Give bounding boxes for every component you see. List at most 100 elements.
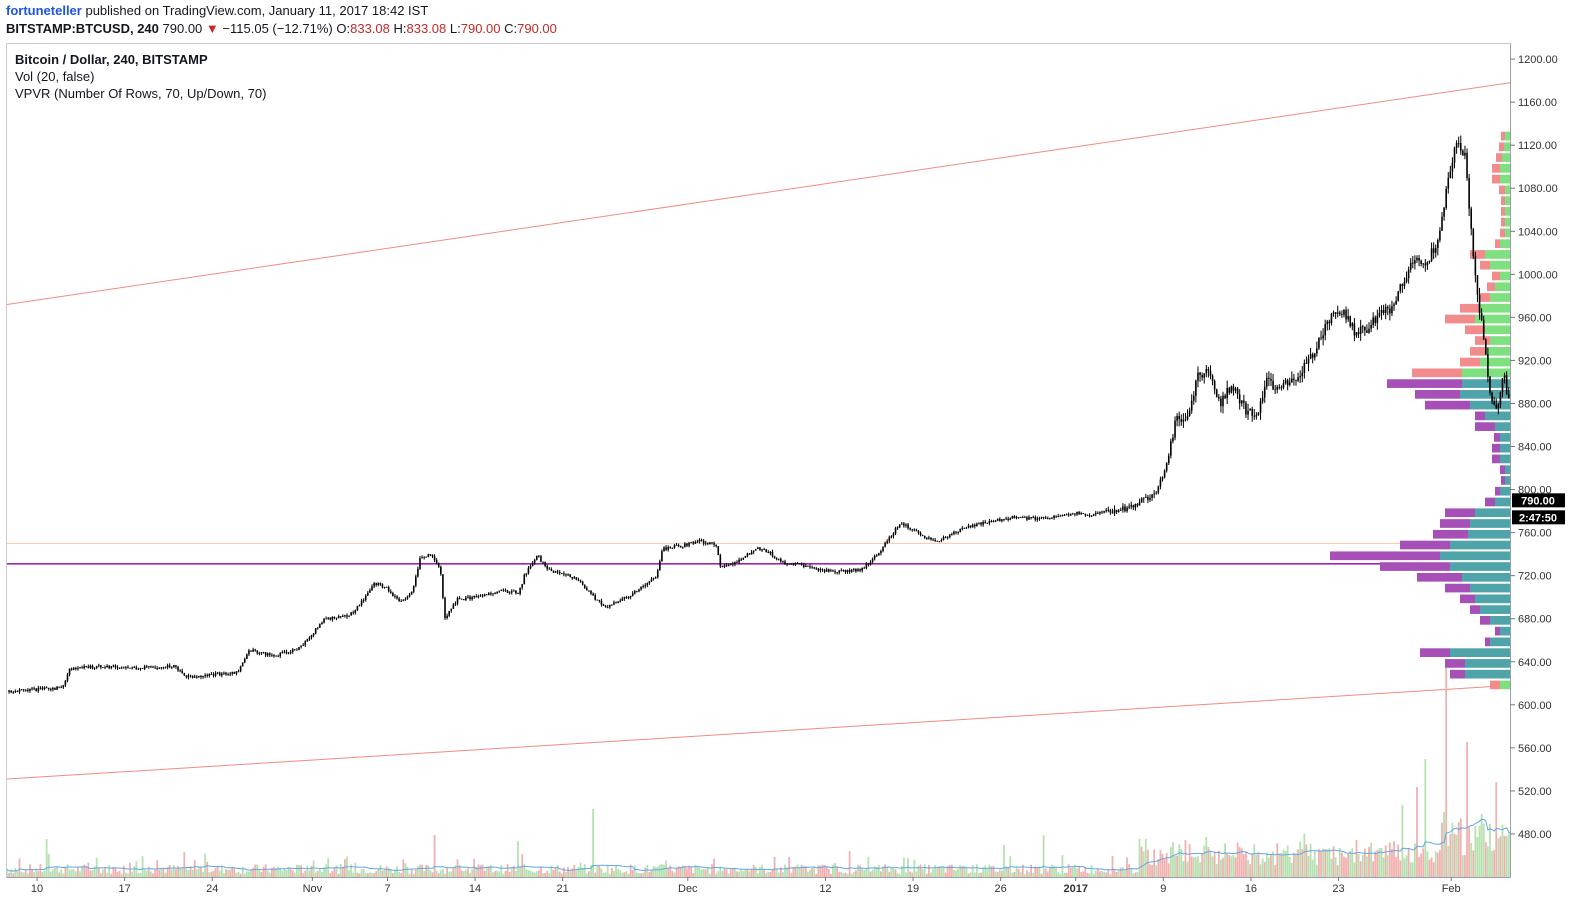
candle-body (1330, 313, 1333, 324)
candle-body (1090, 515, 1093, 517)
candle-body (961, 527, 964, 529)
candle-body (819, 569, 822, 571)
price-change: −115.05 (−12.71%) (222, 21, 333, 36)
volume-bar (992, 865, 995, 877)
volume-bar (114, 867, 117, 877)
vpvr-row-up (1462, 379, 1510, 388)
candle-body (888, 537, 891, 542)
candle-body (957, 532, 959, 533)
volume-bar (54, 867, 56, 877)
volume-bar (888, 871, 891, 877)
candle-body (14, 691, 17, 692)
volume-bar (283, 868, 286, 877)
volume-bar (844, 872, 847, 877)
candle-body (389, 591, 392, 594)
volume-bar (1061, 855, 1064, 877)
volume-bar (1386, 855, 1389, 877)
indicator-volume[interactable]: Vol (20, false) (15, 69, 95, 84)
y-tick-label: 1080.00 (1518, 183, 1558, 195)
volume-bar (212, 870, 215, 877)
x-tick-label: 10 (31, 883, 43, 895)
candle-body (423, 557, 425, 559)
volume-bar (1197, 856, 1199, 877)
candle-body (304, 641, 307, 646)
candle-body (212, 674, 215, 676)
candle-body (736, 562, 738, 563)
candles (8, 135, 1575, 694)
volume-bar (1251, 853, 1254, 877)
candle-body (458, 597, 461, 599)
vpvr-row-up (1500, 239, 1510, 249)
plot-area (7, 82, 1575, 877)
candle-body (1489, 376, 1491, 393)
volume-bar (1107, 869, 1110, 877)
volume-bar (427, 865, 430, 877)
y-tick-label: 1120.00 (1518, 140, 1557, 152)
volume-bar (1157, 859, 1160, 877)
volume-bar (1192, 857, 1195, 877)
candle-body (1211, 375, 1214, 381)
candle-body (654, 577, 657, 579)
candle-body (435, 560, 438, 563)
candle-body (1554, 383, 1556, 393)
volume-bar (617, 868, 620, 877)
volume-bar (821, 864, 824, 877)
candle-body (1556, 383, 1558, 384)
volume-bar (1051, 864, 1053, 877)
volume-ma-line (7, 818, 1510, 872)
candle-body (1507, 394, 1510, 398)
candle-body (1349, 316, 1352, 327)
vpvr-row-down (1460, 303, 1480, 313)
volume-bar (1011, 872, 1014, 877)
candle-body (216, 672, 219, 674)
y-tick-label: 680.00 (1518, 614, 1552, 626)
candle-body (1251, 408, 1253, 416)
volume-bar (500, 864, 503, 877)
volume-bar (656, 866, 659, 877)
y-tick-label: 560.00 (1518, 743, 1552, 755)
volume-bar (1564, 819, 1566, 877)
candle-body (1240, 400, 1243, 404)
volume-bar (131, 871, 134, 877)
volume-bar (58, 872, 61, 877)
volume-bar (64, 867, 67, 877)
volume-bar (1397, 844, 1400, 877)
candle-body (145, 666, 148, 668)
candle-body (1568, 381, 1570, 386)
volume-bar (197, 867, 200, 877)
candle-body (1573, 381, 1575, 383)
indicator-vpvr[interactable]: VPVR (Number Of Rows, 70, Up/Down, 70) (15, 86, 267, 101)
volume-bar (66, 864, 69, 877)
candle-body (561, 573, 563, 574)
volume-bar (944, 872, 947, 877)
candle-body (1359, 326, 1362, 335)
candle-body (1562, 376, 1564, 381)
volume-bar (819, 865, 822, 877)
vpvr-row-down (1492, 454, 1500, 464)
candle-body (469, 596, 471, 600)
volume-bar (425, 864, 428, 877)
volume-bar (1094, 870, 1097, 877)
candle-body (1424, 263, 1427, 266)
candle-body (1311, 354, 1314, 358)
volume-bar (836, 866, 839, 877)
candle-body (942, 537, 945, 540)
volume-bar (1395, 857, 1398, 877)
volume-bar (33, 872, 36, 877)
candle-body (1303, 362, 1306, 373)
candle-body (959, 528, 961, 533)
candle-body (8, 690, 10, 692)
volume-bar (823, 865, 826, 877)
high-value: 833.08 (406, 21, 447, 36)
volume-bar (360, 869, 363, 877)
volume-bar (690, 866, 693, 877)
volume-bar (761, 864, 763, 877)
candle-body (1115, 509, 1118, 512)
volume-bar (1355, 840, 1358, 877)
author-link[interactable]: fortuneteller (6, 3, 82, 18)
volume-bar (1522, 835, 1524, 877)
volume-bar (206, 861, 209, 877)
volume-bar (1182, 861, 1185, 877)
vpvr-row-up (1495, 497, 1510, 507)
